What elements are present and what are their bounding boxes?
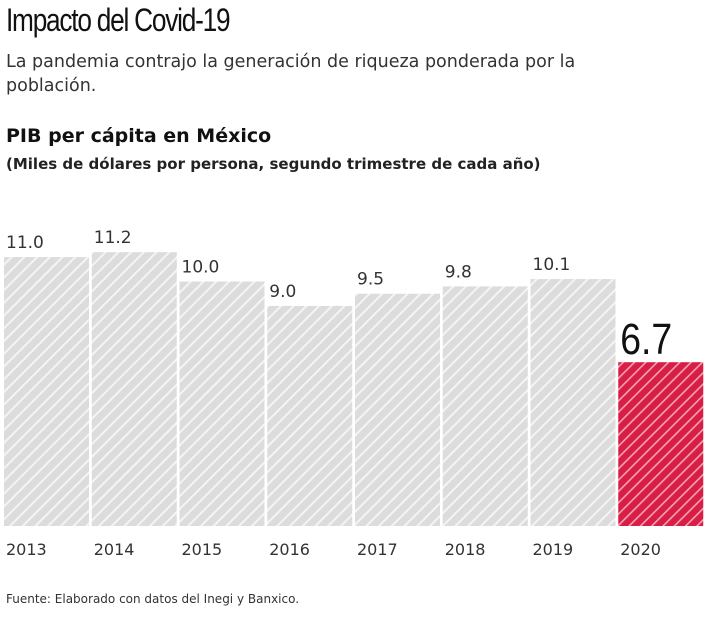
value-label-2014: 11.2 <box>94 228 132 248</box>
value-label-2019: 10.1 <box>533 255 571 275</box>
category-label-2018: 2018 <box>445 540 486 559</box>
bar-2017 <box>355 293 440 526</box>
bar-2018 <box>442 286 528 526</box>
bar-2013 <box>4 257 89 526</box>
bar-2019 <box>530 279 616 526</box>
category-label-2017: 2017 <box>357 540 398 559</box>
subtitle: La pandemia contrajo la generación de ri… <box>6 52 576 96</box>
category-label-2014: 2014 <box>94 540 135 559</box>
bar-2016 <box>267 305 353 526</box>
category-label-2013: 2013 <box>6 540 47 559</box>
category-label-2016: 2016 <box>269 540 310 559</box>
value-label-2013: 11.0 <box>6 233 44 253</box>
value-label-2016: 9.0 <box>269 282 296 302</box>
chart-title: PIB per cápita en México <box>6 125 272 147</box>
category-label-2020: 2020 <box>620 540 661 559</box>
bar-2020 <box>618 362 704 526</box>
chart-units: (Miles de dólares por persona, segundo t… <box>6 155 541 173</box>
page-title: Impacto del Covid-19 <box>6 2 231 38</box>
value-label-2015: 10.0 <box>182 258 220 278</box>
source-note: Fuente: Elaborado con datos del Inegi y … <box>6 592 300 606</box>
bar-2015 <box>179 281 265 526</box>
value-label-2017: 9.5 <box>357 270 384 290</box>
value-label-2020: 6.7 <box>620 314 672 364</box>
category-label-2015: 2015 <box>182 540 223 559</box>
bar-2014 <box>91 252 177 526</box>
category-label-2019: 2019 <box>533 540 574 559</box>
value-label-2018: 9.8 <box>445 262 472 282</box>
